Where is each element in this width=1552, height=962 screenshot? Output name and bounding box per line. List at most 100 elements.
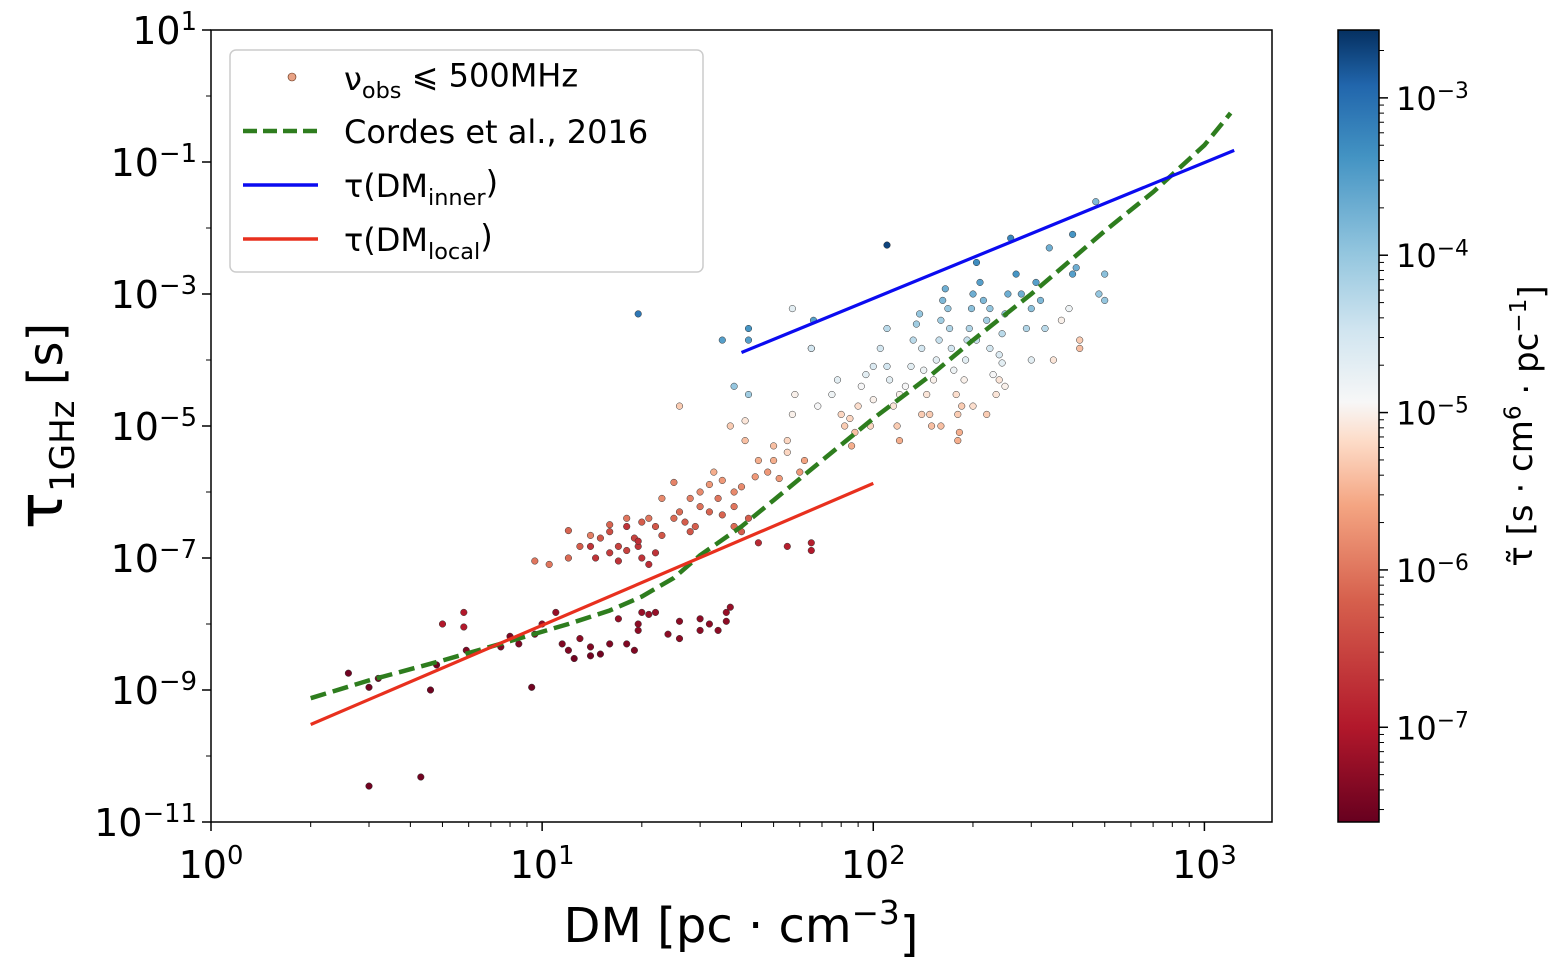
legend-label-cordes: Cordes et al., 2016 [344,113,648,151]
scatter-point [783,542,791,550]
scatter-point [365,683,373,691]
scatter-point [586,643,595,651]
scatter-point [681,518,689,526]
scatter-point [675,402,684,410]
scatter-point [901,382,909,390]
scatter-point [722,617,730,625]
colorbar-tick-label: 10−7 [1396,708,1469,747]
scatter-point [634,620,642,628]
scatter-point [1045,244,1053,252]
scatter-point [995,376,1003,384]
scatter-point [952,390,960,399]
scatter-point [718,336,726,344]
scatter-point [586,542,595,550]
scatter-point [722,608,730,616]
y-axis-label: τ1GHz [s] [4,323,83,529]
scatter-point [918,410,926,418]
scatter-point [983,316,991,324]
scatter-point [670,514,678,522]
scatter-point [576,542,584,550]
scatter-point [426,686,435,694]
scatter-point [586,652,595,660]
scatter-point [947,344,955,352]
scatter-point [1069,230,1077,238]
scatter-point [998,330,1006,338]
scatter-point [969,402,977,410]
scatter-point [770,442,778,450]
scatter-point [918,344,926,352]
scatter-point [807,344,815,352]
scatter-point [986,344,994,352]
scatter-point [710,468,718,476]
line--dmlocal- [310,481,874,726]
scatter-point [1092,198,1100,206]
scatter-point [606,521,614,529]
scatter-point [726,422,734,430]
scatter-point [869,396,877,404]
scatter-point [954,410,962,418]
scatter-point [570,654,578,663]
scatter-point [344,669,352,677]
scatter-point [895,437,904,445]
scatter-point [907,362,915,370]
scatter-point [664,630,672,638]
scatter-point [691,522,699,531]
scatter-point [1065,305,1073,313]
scatter-point [841,422,849,430]
scatter-point [775,474,783,483]
legend-marker-scatter [287,72,297,82]
scatter-point [714,494,722,502]
scatter-point [857,382,865,390]
scatter-point [438,620,447,628]
scatter-point [645,610,653,618]
colorbar-label: τ̃ [s · cm6 · pc−1] [1500,285,1551,566]
scatter-point [889,402,897,410]
scatter-point [614,542,622,550]
scatter-point [929,376,938,384]
scatter-point [1004,290,1012,298]
scatter-point [912,320,920,328]
scatter-point [972,258,981,267]
scatter-point [791,390,799,399]
scatter-point [837,410,845,418]
scatter-point [1022,324,1030,333]
scatter-point [941,285,949,293]
scatter-point [658,531,666,539]
scatter-point [638,554,646,562]
scatter-point [606,528,614,536]
scatter-point [741,417,749,425]
scatter-point [623,522,631,531]
scatter-point [638,608,646,616]
scatter-point [686,494,694,502]
scatter-point [686,528,694,536]
scatter-point [623,640,631,648]
scatter-point [614,557,622,565]
scatter-point [939,296,947,304]
scatter-point [796,468,804,476]
model-lines [310,111,1235,726]
scatter-point [828,390,836,399]
y-tick-label: 10−3 [111,271,197,317]
x-tick-label: 103 [1172,841,1237,887]
scatter-point [986,305,994,313]
colorbar: 10−7 10−6 10−5 10−4 10−3 τ̃ [s · cm6 · pc−1] [1337,29,1552,823]
scatter-point [705,508,713,516]
scatter-point [969,290,977,298]
scatter-point [1076,336,1084,344]
scatter-point [531,557,539,565]
scatter-point [651,608,660,616]
scatter-point [705,480,713,489]
axis-tick-labels: 100 101 102 103 10−11 10−9 10−7 10−5 10−3 10−1 101 [94,7,1237,887]
y-tick-label: 10−11 [94,799,197,845]
scatter-point [1036,296,1045,304]
scatter-point [955,428,963,436]
scatter-point [920,366,928,374]
scatter-point [1027,356,1035,364]
scatter-point [954,437,962,445]
scatter-point [730,488,738,496]
scatter-point [886,376,894,384]
scatter-point [744,336,753,344]
scatter-point [675,508,684,516]
scatter-point [848,442,856,450]
